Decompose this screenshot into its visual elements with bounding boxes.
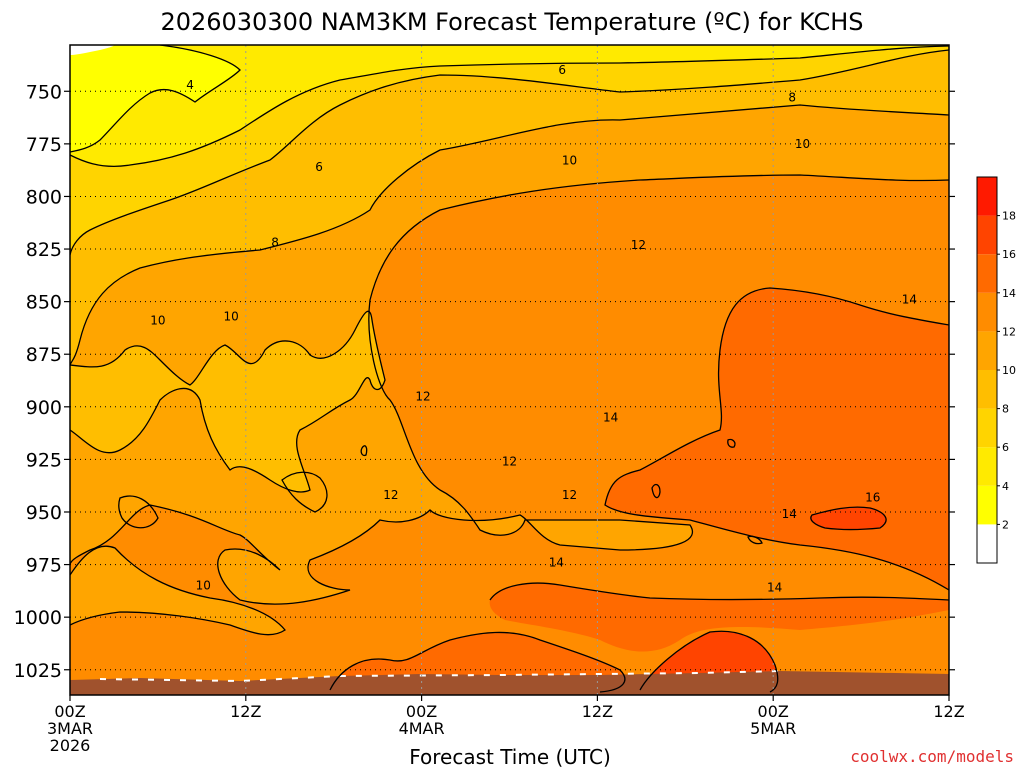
colorbar: 2 4 6 8 10 12 14 16 18 <box>976 176 1016 564</box>
y-tick-label: 1025 <box>14 660 62 682</box>
contour-label: 10 <box>224 309 239 323</box>
band-16-18 <box>640 507 887 692</box>
contour-8-upper <box>70 49 949 256</box>
contour-small-6 <box>281 471 328 513</box>
contour-label: 10 <box>196 579 211 593</box>
x-tick-label: 00Z <box>54 702 85 721</box>
contour-label: 14 <box>902 293 917 307</box>
contour-lines <box>70 45 949 693</box>
x-axis-label: Forecast Time (UTC) <box>409 745 611 768</box>
contour-small-2 <box>360 445 368 457</box>
colorbar-swatch <box>977 447 997 486</box>
contour-label: 14 <box>782 507 797 521</box>
temperature-field <box>70 45 949 695</box>
band-0-2 <box>70 45 115 55</box>
y-tick-label: 950 <box>26 502 62 524</box>
grid <box>70 45 949 695</box>
ground-surface <box>70 671 949 695</box>
colorbar-tick-label: 18 <box>1002 210 1016 223</box>
contour-label: 10 <box>562 154 577 168</box>
y-tick-label: 875 <box>26 344 62 366</box>
contour-small-1 <box>651 483 661 499</box>
x-tick-label: 12Z <box>582 702 613 721</box>
colorbar-tick-label: 2 <box>1002 518 1009 531</box>
contour-label: 6 <box>315 160 323 174</box>
x-tick-label: 2026 <box>50 736 91 755</box>
colorbar-tick-label: 10 <box>1002 364 1016 377</box>
y-tick-label: 850 <box>26 292 62 314</box>
contour-small-5 <box>118 495 159 529</box>
plot-frame <box>69 44 950 696</box>
contour-label: 12 <box>383 488 398 502</box>
contour-small-3 <box>727 438 736 448</box>
credit-text: coolwx.com/models <box>850 747 1014 766</box>
band-4-6 <box>70 45 949 167</box>
contour-10-mid <box>70 310 386 493</box>
y-tick-label: 900 <box>26 397 62 419</box>
colorbar-swatch <box>977 485 997 525</box>
colorbar-tick-label: 12 <box>1002 325 1016 338</box>
x-tick-label: 5MAR <box>750 719 796 738</box>
x-tick-label: 4MAR <box>399 719 445 738</box>
contour-label: 14 <box>603 410 618 424</box>
contour-label: 4 <box>186 78 194 92</box>
y-tick-label: 800 <box>26 186 62 208</box>
band-8-10-mid <box>70 311 385 492</box>
contour-label: 12 <box>562 488 577 502</box>
contour-label: 12 <box>631 238 646 252</box>
band-10-12-lower <box>70 546 285 635</box>
colorbar-tick-label: 8 <box>1002 403 1009 416</box>
contour-label: 10 <box>150 314 165 328</box>
contour-label: 14 <box>767 581 782 595</box>
x-tick-label: 00Z <box>406 702 437 721</box>
y-tick-label: 775 <box>26 134 62 156</box>
y-tick-label: 825 <box>26 239 62 261</box>
contour-labels: 4 6 6 8 8 10 10 10 10 10 12 12 12 12 12 14 14 14 14 14 16 <box>150 63 917 594</box>
contour-label: 8 <box>788 91 796 105</box>
contour-small-4 <box>747 535 763 545</box>
ground-edge <box>99 670 781 683</box>
y-tick-label: 975 <box>26 555 62 577</box>
colorbar-swatch <box>977 254 997 293</box>
contour-10-upper <box>70 104 949 366</box>
y-tick-label: 750 <box>26 81 62 103</box>
contour-12-lower <box>70 545 286 636</box>
contour-label: 16 <box>865 490 880 504</box>
colorbar-swatch <box>977 331 997 370</box>
y-axis: 750 775 800 825 850 875 900 925 950 975 1000 1025 <box>14 81 955 682</box>
contour-label: 12 <box>502 455 517 469</box>
contour-label: 12 <box>415 389 430 403</box>
contour-6-upper <box>70 45 949 167</box>
band-14-16-lower <box>330 583 949 692</box>
band-2-4 <box>70 45 240 152</box>
x-tick-label: 12Z <box>933 702 964 721</box>
contour-16-right <box>810 506 887 531</box>
chart-title: 2026030300 NAM3KM Forecast Temperature (… <box>160 8 863 36</box>
y-tick-label: 1000 <box>14 607 62 629</box>
x-tick-label: 3MAR <box>47 719 93 738</box>
contour-label: 10 <box>795 137 810 151</box>
colorbar-tick-label: 4 <box>1002 480 1009 493</box>
x-tick-label: 12Z <box>230 702 261 721</box>
colorbar-swatch <box>977 524 997 563</box>
contour-16-bottom <box>639 630 779 693</box>
contour-label: 8 <box>271 236 279 250</box>
colorbar-tick-label: 14 <box>1002 287 1016 300</box>
x-tick-label: 00Z <box>758 702 789 721</box>
colorbar-swatch <box>977 408 997 448</box>
colorbar-tick-label: 6 <box>1002 441 1009 454</box>
contour-14-main <box>604 287 949 591</box>
contour-14-lower <box>489 582 949 601</box>
y-tick-label: 925 <box>26 449 62 471</box>
contour-12-main <box>70 174 949 605</box>
colorbar-swatch <box>977 292 997 332</box>
colorbar-tick-label: 16 <box>1002 248 1016 261</box>
colorbar-swatch <box>977 370 997 409</box>
colorbar-swatch <box>977 215 997 255</box>
contour-label: 6 <box>558 63 566 77</box>
colorbar-swatch <box>977 177 997 216</box>
contour-label: 14 <box>549 555 564 569</box>
